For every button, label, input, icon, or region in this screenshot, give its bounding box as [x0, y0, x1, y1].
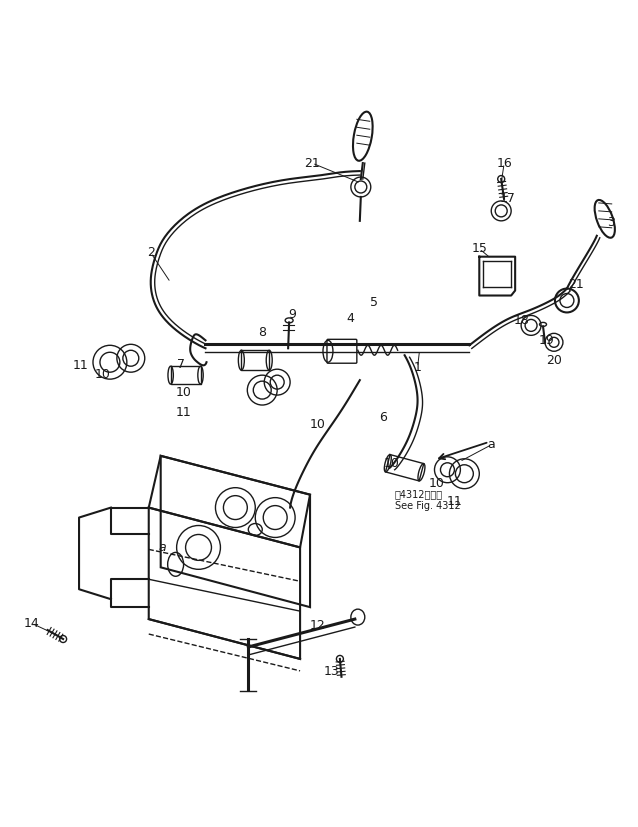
Text: 12: 12 — [310, 619, 326, 632]
Text: 3: 3 — [607, 217, 614, 229]
Text: 21: 21 — [568, 278, 584, 291]
Text: 10: 10 — [95, 368, 111, 380]
Text: 19: 19 — [539, 334, 555, 347]
Text: a: a — [487, 438, 495, 452]
Text: 4: 4 — [346, 312, 354, 325]
Text: 11: 11 — [175, 405, 191, 418]
Text: 9: 9 — [288, 308, 296, 321]
Text: 第4312图参照
See Fig. 4312: 第4312图参照 See Fig. 4312 — [395, 490, 461, 511]
Text: 17: 17 — [500, 193, 515, 205]
Text: 6: 6 — [379, 412, 387, 424]
Text: 21: 21 — [304, 156, 320, 170]
Text: 8: 8 — [258, 326, 266, 339]
Text: 2: 2 — [147, 246, 154, 259]
Text: 15: 15 — [471, 242, 487, 256]
Text: a: a — [159, 541, 167, 554]
Text: 10: 10 — [383, 457, 399, 471]
Ellipse shape — [285, 318, 293, 323]
Text: 18: 18 — [513, 314, 529, 327]
Text: 13: 13 — [324, 666, 340, 678]
Text: 1: 1 — [413, 361, 422, 374]
Text: 7: 7 — [177, 358, 184, 370]
Text: 11: 11 — [73, 359, 89, 371]
Text: 10: 10 — [429, 477, 445, 490]
Text: 10: 10 — [175, 385, 191, 399]
Text: 16: 16 — [496, 156, 512, 170]
Text: 5: 5 — [370, 296, 378, 309]
Text: 11: 11 — [447, 495, 463, 508]
Text: 10: 10 — [310, 418, 326, 432]
Ellipse shape — [336, 656, 343, 662]
Ellipse shape — [59, 635, 66, 643]
Text: 20: 20 — [546, 354, 562, 366]
Ellipse shape — [540, 323, 547, 327]
Text: 14: 14 — [24, 617, 39, 629]
Ellipse shape — [498, 175, 505, 183]
